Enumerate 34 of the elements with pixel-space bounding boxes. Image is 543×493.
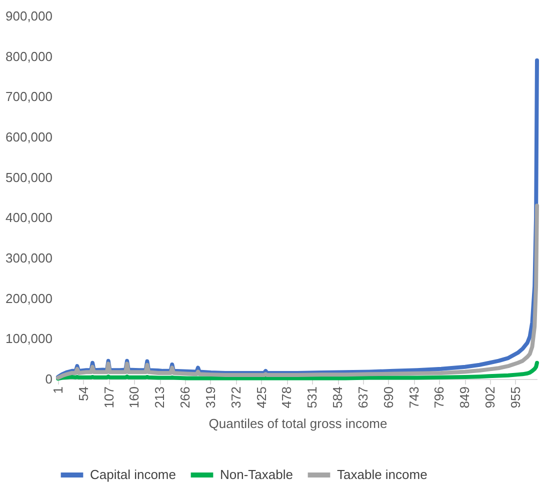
x-axis-title: Quantiles of total gross income [208, 416, 388, 432]
y-tick-label: 0 [45, 372, 52, 386]
x-tick-label: 266 [178, 386, 193, 408]
y-tick-label: 800,000 [6, 48, 52, 64]
x-tick-label: 690 [380, 386, 396, 408]
x-tick-label: 1 [50, 386, 66, 394]
x-tick-label: 54 [76, 386, 91, 401]
x-tick-label: 160 [126, 386, 142, 408]
y-tick-label: 500,000 [6, 170, 52, 185]
y-tick-label: 900,000 [6, 8, 52, 24]
x-tick-label: 213 [152, 386, 168, 408]
y-tick-label: 600,000 [6, 130, 52, 144]
x-tick-label: 425 [254, 386, 269, 408]
y-tick-label: 100,000 [6, 331, 52, 346]
y-tick-label: 400,000 [6, 210, 52, 226]
x-tick-label: 478 [279, 386, 294, 408]
y-tick-label: 300,000 [6, 250, 52, 266]
x-tick-label: 743 [406, 386, 422, 408]
line-series [56, 360, 539, 381]
x-tick-label: 955 [508, 386, 523, 408]
x-tick-label: 902 [482, 386, 498, 408]
x-tick-label: 849 [457, 386, 472, 408]
x-tick-label: 531 [304, 386, 320, 408]
legend-label: Non-Taxable [220, 467, 293, 482]
y-tick-label: 200,000 [6, 290, 52, 306]
x-tick-label: 319 [202, 386, 218, 408]
legend-label: Capital income [90, 467, 176, 482]
legend-label: Taxable income [337, 467, 428, 482]
x-tick-label: 637 [355, 386, 370, 408]
x-tick-label: 107 [101, 386, 116, 408]
y-tick-label: 700,000 [6, 89, 52, 104]
x-tick-label: 796 [432, 386, 447, 408]
x-tick-label: 584 [330, 386, 346, 408]
x-tick-label: 372 [228, 386, 244, 408]
